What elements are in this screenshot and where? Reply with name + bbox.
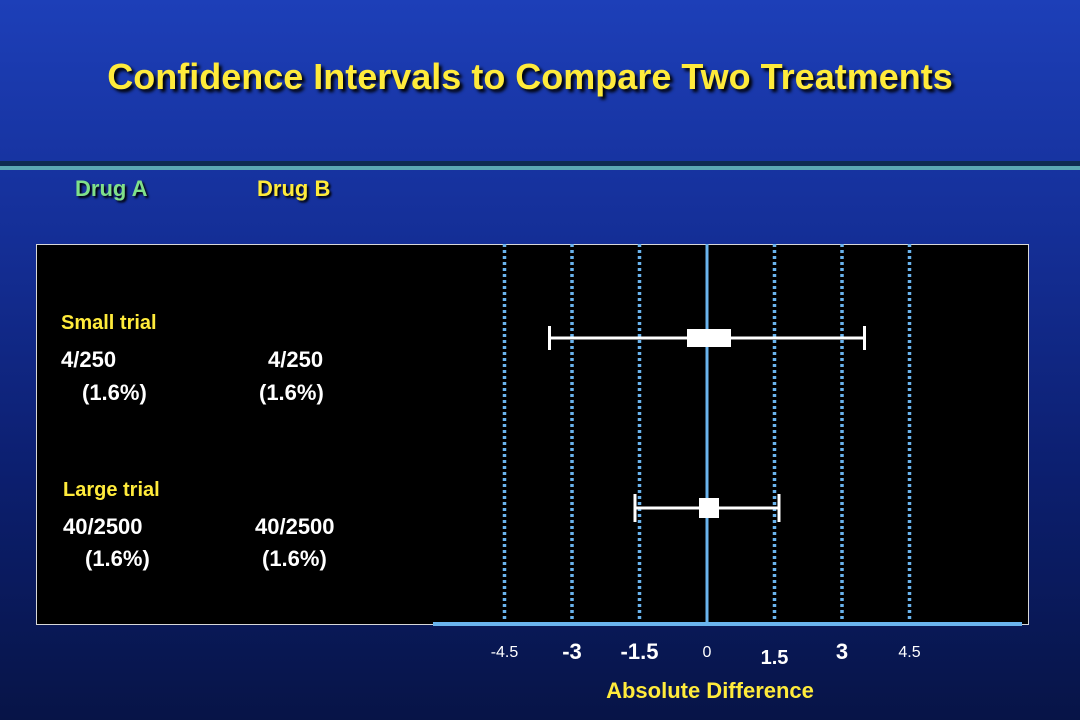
drug-b-header: Drug B (257, 176, 331, 201)
x-tick-label-1: -3 (562, 639, 582, 664)
large-trial-label: Large trial (63, 479, 160, 501)
small-trial-drug-b-pct: (1.6%) (259, 380, 324, 405)
large-trial-drug-a-count: 40/2500 (63, 514, 143, 539)
large-trial-drug-a-pct: (1.6%) (85, 546, 150, 571)
x-tick-label-6: 4.5 (898, 644, 920, 661)
small-trial-drug-b-count: 4/250 (268, 347, 324, 372)
title-divider-accent (0, 166, 1080, 170)
small-trial-label: Small trial (61, 312, 157, 334)
x-tick-label-2: -1.5 (621, 639, 659, 664)
point-estimate-1 (699, 498, 719, 518)
large-trial-drug-b-count: 40/2500 (255, 514, 335, 539)
x-axis-label: Absolute Difference (606, 678, 814, 703)
drug-a-header: Drug A (75, 176, 148, 201)
chart-panel (36, 244, 1029, 625)
x-tick-label-5: 3 (836, 639, 848, 664)
page-title: Confidence Intervals to Compare Two Trea… (107, 56, 953, 97)
large-trial-drug-b-pct: (1.6%) (262, 546, 327, 571)
x-tick-label-3: 0 (703, 644, 712, 661)
small-trial-drug-a-pct: (1.6%) (82, 380, 147, 405)
title-divider (0, 161, 1080, 166)
x-tick-label-0: -4.5 (491, 644, 519, 661)
x-tick-label-4: 1.5 (761, 647, 789, 669)
point-estimate-0 (687, 329, 731, 347)
small-trial-drug-a-count: 4/250 (61, 347, 117, 372)
